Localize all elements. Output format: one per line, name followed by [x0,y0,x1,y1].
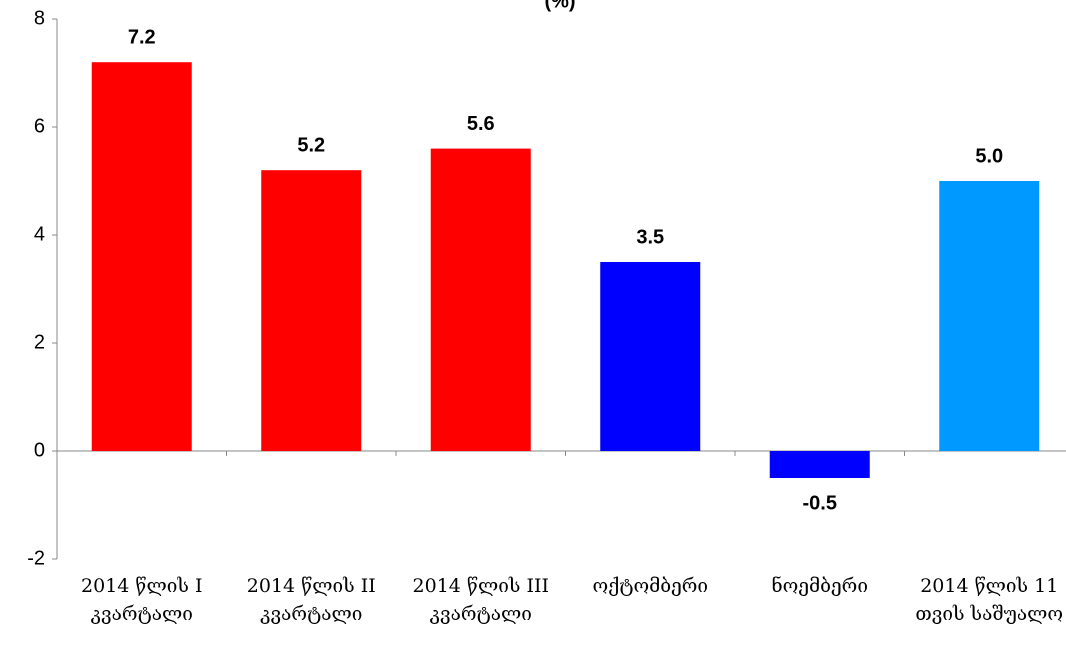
bar [939,181,1040,451]
x-tick-label: 2014 წლის I კვარტალი [81,575,203,625]
bar [769,451,870,478]
x-tick-label: ნოემბერი [771,575,868,597]
chart-title: (%) [544,0,575,12]
x-tick-label: 2014 წლის II კვარტალი [246,575,376,625]
value-label: -0.5 [803,492,837,514]
y-tick-label: 0 [34,439,45,461]
bar [600,262,701,451]
y-tick-label: 2 [34,331,45,353]
y-tick-label: 4 [34,223,45,245]
x-tick-label: 2014 წლის 11 თვის საშუალო [915,575,1064,625]
bar [430,148,531,451]
value-label: 5.6 [467,113,495,135]
x-tick-label: 2014 წლის III კვარტალი [412,575,549,625]
y-tick-label: -2 [27,547,45,569]
y-tick-label: 6 [34,115,45,137]
y-tick-label: 8 [34,7,45,29]
value-label: 7.2 [128,26,156,48]
value-label: 5.2 [297,134,325,156]
x-tick-label: ოქტომბერი [592,575,709,597]
value-label: 5.0 [975,145,1003,167]
value-label: 3.5 [636,226,664,248]
bar [261,170,362,451]
bar [91,62,192,451]
